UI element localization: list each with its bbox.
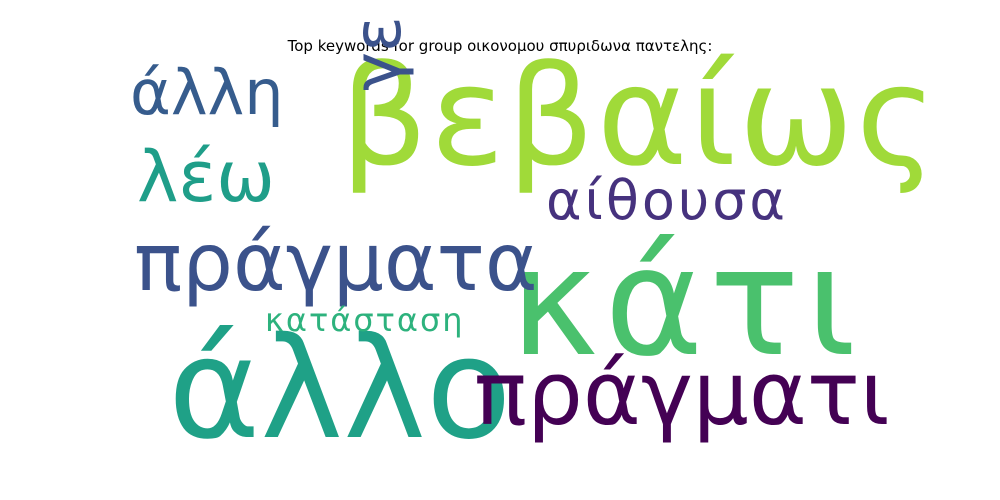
word-pragmati: πράγματι [474,342,890,445]
word-kati: κάτι [510,216,863,390]
word-alli: άλλη [130,56,284,129]
chart-title: Top keywords for group οικονομου σπυριδω… [287,37,713,55]
word-leo: λέω [137,136,275,218]
word-allo: άλλο [168,308,512,471]
word-katastasi: κατάσταση [265,301,465,339]
word-aithousa: αίθουσα [546,169,789,232]
word-vevaios: βεβαίως [340,36,939,197]
word-ge: γε [339,16,416,91]
word-pragmata: πράγματα [134,216,538,309]
